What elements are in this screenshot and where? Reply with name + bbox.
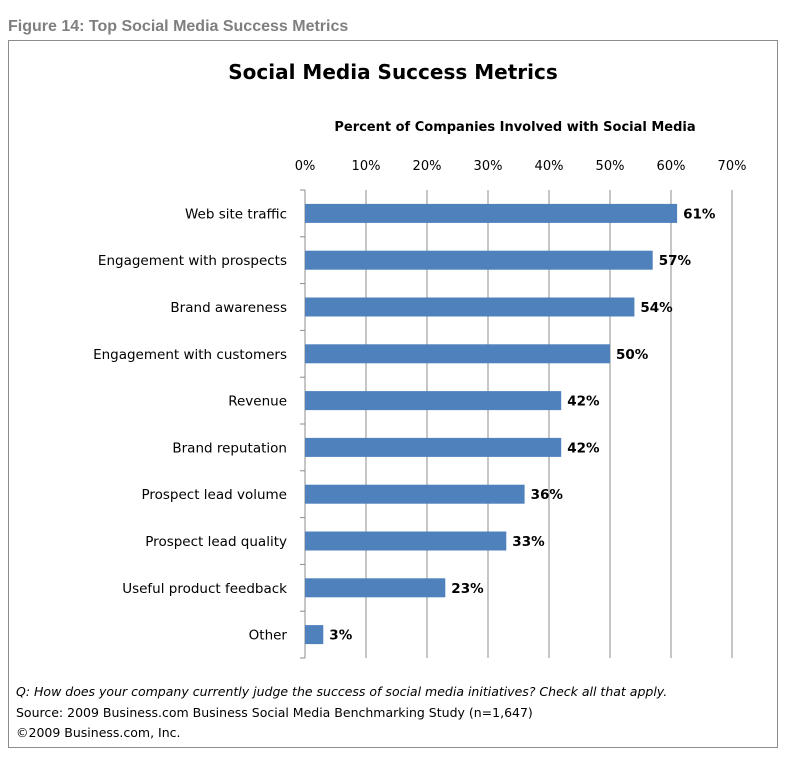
x-tick-label: 0% <box>295 159 316 174</box>
data-label: 57% <box>659 253 692 269</box>
category-label: Useful product feedback <box>122 581 287 597</box>
copyright-note: ©2009 Business.com, Inc. <box>16 725 181 740</box>
data-label: 61% <box>683 206 716 222</box>
chart-title: Social Media Success Metrics <box>228 60 558 84</box>
category-label: Other <box>249 628 288 644</box>
bar <box>305 297 635 317</box>
category-label: Brand reputation <box>172 440 287 456</box>
category-label: Brand awareness <box>170 300 287 316</box>
x-tick-label: 40% <box>535 159 564 174</box>
data-label: 50% <box>616 347 649 363</box>
bar <box>305 531 507 551</box>
data-label: 36% <box>531 487 564 503</box>
x-tick-label: 30% <box>474 159 503 174</box>
figure-caption: Figure 14: Top Social Media Success Metr… <box>8 18 349 35</box>
category-label: Prospect lead quality <box>145 534 287 550</box>
category-label: Engagement with prospects <box>98 253 287 269</box>
x-axis-title: Percent of Companies Involved with Socia… <box>334 120 696 135</box>
category-label: Web site traffic <box>185 206 287 222</box>
x-tick-label: 70% <box>718 159 747 174</box>
bar <box>305 437 562 457</box>
bar <box>305 344 610 364</box>
bar <box>305 250 653 270</box>
source-note: Source: 2009 Business.com Business Socia… <box>16 705 533 720</box>
chart-frame <box>8 40 778 748</box>
category-label: Engagement with customers <box>93 347 287 363</box>
category-label: Prospect lead volume <box>141 487 287 503</box>
x-tick-label: 50% <box>596 159 625 174</box>
x-tick-label: 20% <box>413 159 442 174</box>
bar <box>305 625 324 645</box>
bar <box>305 484 525 504</box>
bar <box>305 578 446 598</box>
bar <box>305 391 562 411</box>
category-label: Revenue <box>228 394 287 410</box>
x-tick-label: 60% <box>657 159 686 174</box>
data-label: 3% <box>329 628 352 644</box>
data-label: 54% <box>640 300 673 316</box>
data-label: 23% <box>451 581 484 597</box>
survey-question-note: Q: How does your company currently judge… <box>16 684 668 699</box>
data-label: 42% <box>567 394 600 410</box>
data-label: 42% <box>567 440 600 456</box>
x-tick-label: 10% <box>352 159 381 174</box>
bar <box>305 203 678 223</box>
data-label: 33% <box>512 534 545 550</box>
